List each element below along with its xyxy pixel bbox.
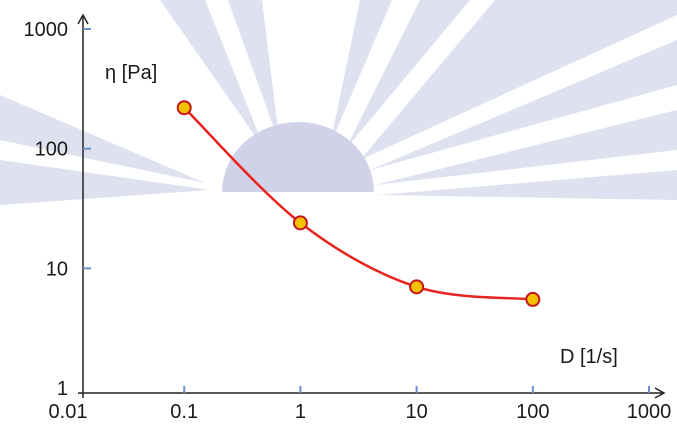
y-axis-title: η [Pa] (105, 62, 157, 84)
watermark-ray (345, 0, 470, 150)
x-tick-label: 0.01 (49, 401, 88, 423)
y-tick-label: 1 (57, 378, 68, 400)
x-tick-label: 10 (405, 401, 427, 423)
background-sunburst-watermark (0, 0, 677, 205)
x-tick-label: 1000 (627, 401, 672, 423)
axes (77, 13, 666, 399)
watermark-dome (222, 122, 374, 192)
x-axis-title: D [1/s] (560, 346, 618, 368)
series-line (183, 106, 533, 301)
watermark-ray (0, 95, 205, 183)
x-tick-label: 0.1 (170, 401, 198, 423)
data-point-marker (525, 291, 541, 307)
watermark-ray (360, 0, 677, 160)
data-point-marker (176, 100, 192, 116)
y-tick-label: 10 (46, 258, 68, 280)
watermark-ray (375, 110, 677, 185)
y-axis-arrow (77, 13, 89, 25)
x-axis-ticks: 0.01 0.1 1 10 100 1000 (49, 386, 672, 423)
x-axis-arrow (654, 387, 666, 399)
x-tick-label: 100 (516, 401, 549, 423)
y-axis-ticks: 1 10 100 1000 (24, 19, 91, 400)
watermark-ray (0, 160, 210, 205)
watermark-ray (330, 0, 392, 145)
data-point-marker (409, 279, 425, 295)
watermark-ray (160, 0, 265, 150)
y-tick-label: 100 (35, 139, 68, 161)
x-tick-label: 1 (295, 401, 306, 423)
watermark-ray (370, 40, 677, 170)
watermark-ray (378, 170, 677, 200)
y-tick-label: 1000 (24, 19, 69, 41)
data-point-marker (292, 215, 308, 231)
series-layer (176, 100, 541, 307)
watermark-ray (228, 0, 280, 145)
